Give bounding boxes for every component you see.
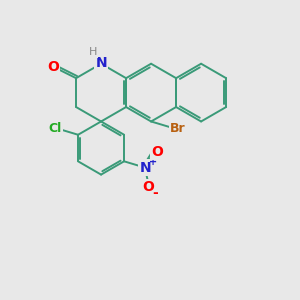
Text: O: O — [142, 180, 154, 194]
Text: O: O — [47, 60, 59, 74]
Text: +: + — [149, 158, 157, 167]
Text: H: H — [89, 47, 97, 57]
Text: N: N — [95, 56, 107, 70]
Text: Br: Br — [170, 122, 186, 135]
Text: O: O — [151, 145, 163, 159]
Text: Cl: Cl — [48, 122, 62, 135]
Text: N: N — [140, 160, 151, 175]
Text: -: - — [153, 185, 158, 200]
